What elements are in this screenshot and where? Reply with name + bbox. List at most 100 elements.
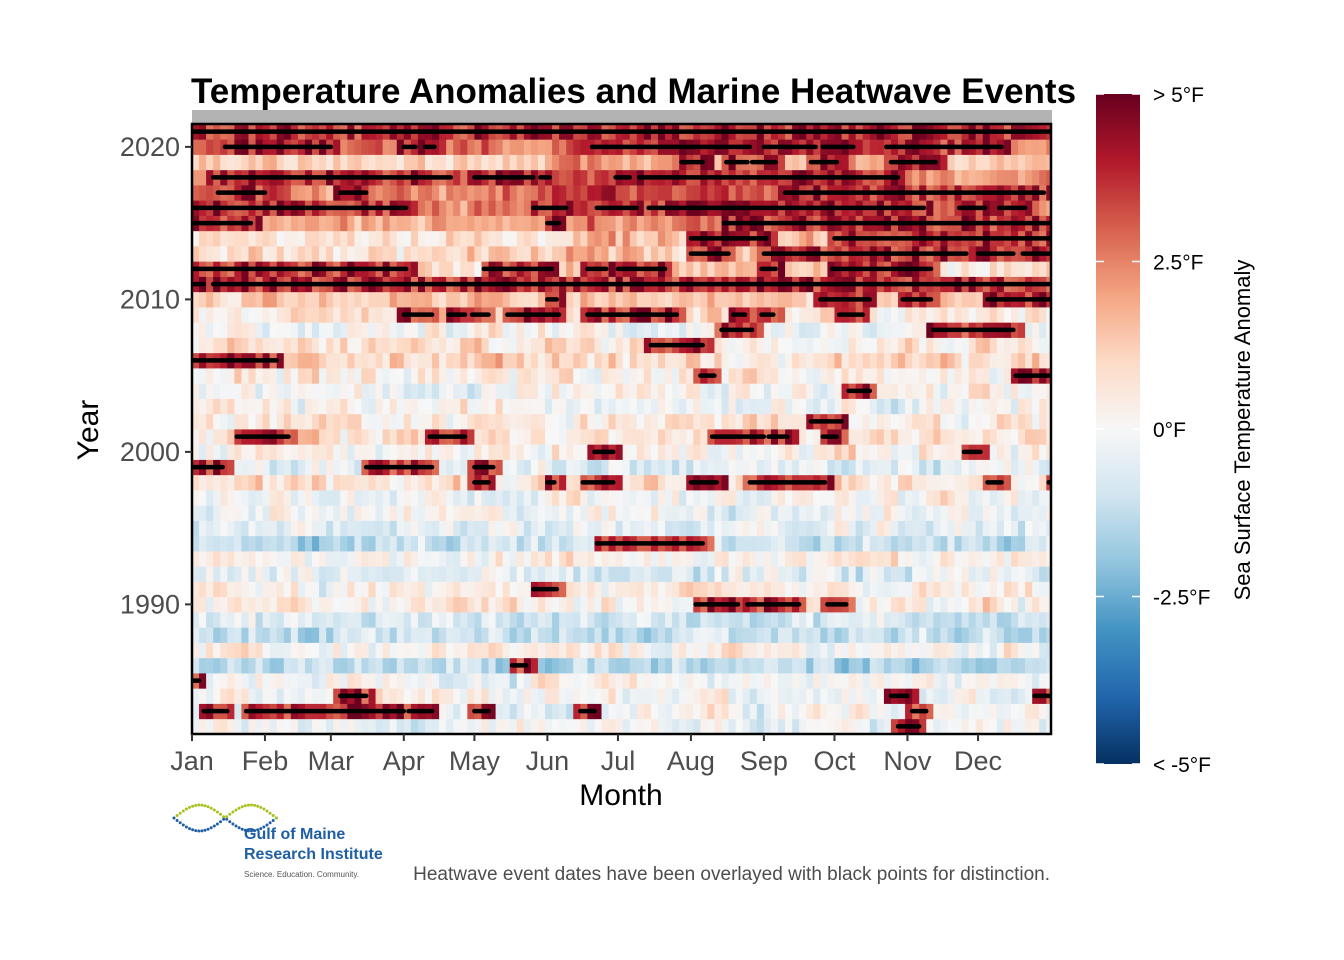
heatmap-cell [262, 551, 271, 567]
heatmap-cell [234, 398, 243, 415]
heatmap-cell [898, 551, 906, 567]
heatmap-cell [234, 154, 243, 171]
heatmap-cell [580, 352, 588, 369]
heatmap-cell [559, 642, 567, 659]
heatmap-cell [615, 459, 624, 476]
heatmap-cell [424, 505, 433, 521]
heatmap-cell [1010, 688, 1019, 704]
heatmap-cell [749, 413, 758, 430]
heatmap-cell [1003, 383, 1012, 399]
heatmap-cell [502, 139, 511, 155]
heatmap-cell [1025, 703, 1033, 720]
heatmap-cell [672, 230, 680, 247]
heatmap-cell [297, 398, 306, 415]
heatmap-cell [206, 673, 214, 689]
heatmap-cell [241, 657, 250, 674]
heatmap-cell [297, 474, 306, 491]
heatmap-cell [813, 673, 821, 689]
heatmap-cell [657, 703, 666, 720]
heatmap-cell [509, 566, 518, 582]
heatmap-cell [326, 596, 334, 613]
heatmap-cell [763, 535, 772, 552]
heatmap-cell [615, 337, 624, 354]
heatmap-cell [333, 398, 341, 415]
heatmap-cell [862, 429, 871, 445]
heatmap-cell [756, 520, 765, 537]
heatmap-cell [587, 368, 596, 384]
heatmap-cell [587, 688, 596, 704]
heatmap-cell [382, 322, 391, 338]
heatmap-cell [834, 612, 843, 628]
heatmap-cell [206, 520, 214, 537]
heatmap-cell [319, 551, 327, 567]
heatmap-cell [530, 230, 539, 247]
heatmap-cell [1025, 505, 1033, 521]
heatmap-cell [763, 581, 772, 598]
heatmap-cell [502, 703, 511, 720]
heatmap-cell [820, 230, 829, 247]
heatmap-cell [608, 230, 617, 247]
heatmap-cell [778, 337, 786, 354]
heatmap-cell [629, 169, 638, 186]
heatmap-cell [827, 337, 836, 354]
heatmap-cell [559, 246, 567, 262]
heatmap-cell [453, 154, 461, 171]
heatmap-cell [340, 322, 348, 338]
heatmap-cell [989, 261, 998, 277]
heatmap-cell [862, 657, 871, 674]
heatmap-cell [368, 368, 377, 384]
heatmap-cell [672, 429, 680, 445]
heatmap-cell [199, 673, 207, 689]
heatmap-cell [721, 444, 730, 460]
heatmap-cell [403, 673, 412, 689]
heatmap-cell [276, 642, 285, 659]
heatmap-cell [855, 703, 864, 720]
heatmap-cell [439, 230, 447, 247]
heatmap-cell [199, 444, 207, 460]
heatmap-cell [220, 505, 228, 521]
heatmap-cell [742, 551, 751, 567]
heatmap-cell [912, 169, 920, 186]
heatmap-cell [763, 703, 772, 720]
heatmap-cell [792, 459, 800, 476]
heatmap-cell [947, 474, 956, 491]
heatmap-cell [933, 490, 941, 506]
heatmap-cell [537, 551, 546, 567]
heatmap-cell [855, 459, 864, 476]
heatmap-cell [763, 368, 772, 384]
heatmap-cell [283, 535, 292, 552]
heatmap-cell [192, 505, 200, 521]
heatmap-cell [996, 413, 1005, 430]
heatmap-cell [1010, 718, 1019, 734]
heatmap-cell [537, 520, 546, 537]
heatmap-cell [989, 368, 998, 384]
heatmap-cell [566, 230, 574, 247]
heatmap-cell [403, 642, 412, 659]
heatmap-cell [898, 703, 906, 720]
heatmap-cell [460, 352, 468, 369]
heatmap-cell [1018, 383, 1026, 399]
heatmap-cell [869, 581, 878, 598]
heatmap-cell [650, 154, 659, 171]
heatmap-cell [890, 642, 899, 659]
heatmap-cell [608, 657, 617, 674]
heatmap-cell [340, 474, 348, 491]
heatmap-cell [474, 246, 483, 262]
heatmap-cell [460, 657, 468, 674]
heatmap-cell [467, 490, 476, 506]
heatmap-cell [509, 352, 518, 369]
heatmap-cell [516, 368, 525, 384]
heatmap-cell [1046, 139, 1051, 155]
heatmap-cell [1046, 337, 1051, 354]
heatmap-cell [820, 398, 829, 415]
heatmap-cell [354, 673, 363, 689]
heatmap-cell [389, 352, 398, 369]
heatmap-cell [276, 383, 285, 399]
heatmap-cell [813, 581, 821, 598]
heatmap-cell [206, 154, 214, 171]
heatmap-cell [537, 383, 546, 399]
heatmap-cell [297, 413, 306, 430]
heatmap-cell [552, 657, 560, 674]
heatmap-cell [989, 566, 998, 582]
heatmap-cell [290, 520, 299, 537]
